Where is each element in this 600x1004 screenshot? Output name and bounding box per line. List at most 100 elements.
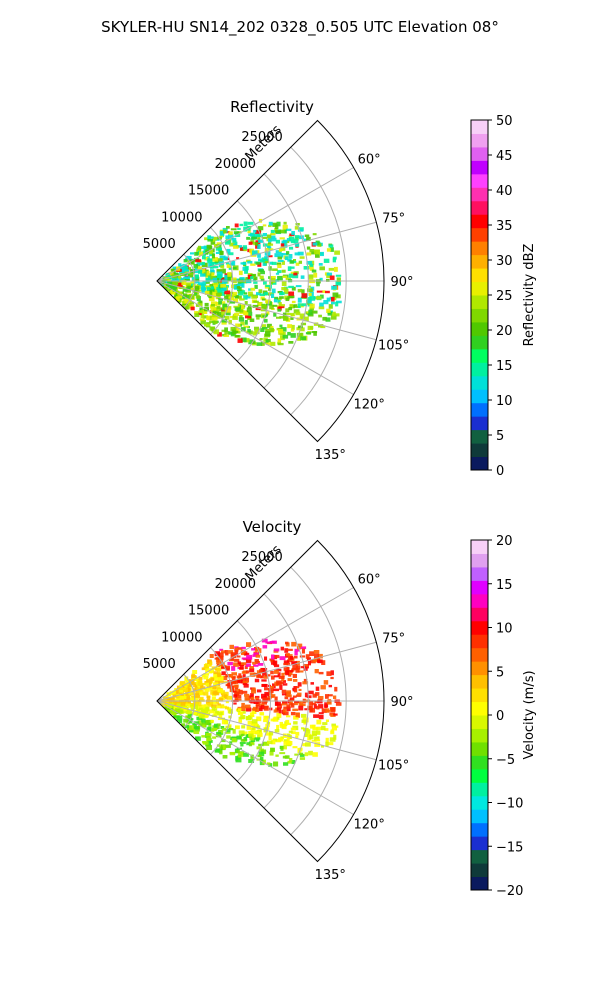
- colorbar-segment: [471, 160, 488, 175]
- colorbar-segment: [471, 701, 488, 716]
- azimuth-tick-label: 120°: [354, 818, 385, 833]
- colorbar-segment: [471, 214, 488, 229]
- colorbar-segment: [471, 768, 488, 783]
- sector-frame: [156, 539, 385, 863]
- colorbar-tick-label: 45: [496, 149, 513, 164]
- colorbar-segment: [471, 863, 488, 878]
- colorbar-segment: [471, 348, 488, 363]
- colorbar-segment: [471, 389, 488, 404]
- reflectivity-panel: Reflectivity 5000 10000 15000 20000 25000 60° 7…: [143, 98, 537, 479]
- azimuth-gridline: [156, 587, 354, 702]
- colorbar-segment: [471, 607, 488, 622]
- colorbar-segment: [471, 566, 488, 581]
- colorbar-segment: [471, 580, 488, 595]
- azimuth-tick-label: 120°: [354, 398, 385, 413]
- colorbar-tick-label: 35: [496, 219, 513, 234]
- colorbar-segment: [471, 173, 488, 188]
- colorbar-label: Reflectivity dBZ: [522, 244, 537, 347]
- colorbar-segment: [471, 402, 488, 417]
- range-tick-label: 15000: [188, 604, 229, 619]
- colorbar-segment: [471, 375, 488, 390]
- colorbar-segment: [471, 849, 488, 864]
- colorbar-tick-label: 20: [496, 324, 513, 339]
- echo-field: [157, 638, 342, 767]
- azimuth-tick-label: 75°: [382, 632, 405, 647]
- colorbar-tick-label: 0: [496, 464, 504, 479]
- range-tick-label: 20000: [215, 157, 256, 172]
- colorbar-tick-label: 15: [496, 359, 513, 374]
- colorbar-segment: [471, 443, 488, 458]
- colorbar: −20 −15 −10 −5 0 5 10 15 20 Velocity (m/s): [470, 534, 537, 899]
- colorbar-segment: [471, 146, 488, 161]
- azimuth-tick-label: 135°: [315, 868, 346, 883]
- range-tick-label: 10000: [161, 630, 202, 645]
- range-tick-label: 25000: [241, 130, 282, 145]
- colorbar-segment: [471, 593, 488, 608]
- colorbar-tick-label: 20: [496, 534, 513, 549]
- colorbar-segment: [471, 688, 488, 703]
- colorbar-segment: [471, 674, 488, 689]
- colorbar-tick-label: 50: [496, 114, 513, 129]
- colorbar-segment: [471, 241, 488, 256]
- azimuth-tick-label: 105°: [378, 338, 409, 353]
- colorbar-tick-label: 0: [496, 709, 504, 724]
- colorbar-segment: [471, 876, 488, 891]
- range-tick-label: 15000: [188, 184, 229, 199]
- colorbar-tick-label: 5: [496, 429, 504, 444]
- azimuth-gridline: [156, 641, 377, 702]
- colorbar-segment: [471, 321, 488, 336]
- colorbar: 0 5 10 15 20 25 30 35 40 45 50 Reflectivity dBZ: [470, 114, 537, 479]
- colorbar-segment: [471, 295, 488, 309]
- colorbar-segment: [471, 429, 488, 444]
- colorbar-segment: [471, 795, 488, 810]
- colorbar-segment: [471, 456, 488, 471]
- azimuth-tick-label: 60°: [358, 573, 381, 588]
- azimuth-tick-label: 105°: [378, 758, 409, 773]
- range-tick-label: 5000: [143, 237, 176, 252]
- colorbar-segment: [471, 200, 488, 215]
- colorbar-segment: [471, 647, 488, 662]
- colorbar-segment: [471, 822, 488, 837]
- colorbar-tick-label: −20: [496, 884, 523, 899]
- colorbar-segment: [471, 728, 488, 743]
- azimuth-tick-label: 90°: [390, 695, 413, 710]
- colorbar-segment: [471, 335, 488, 350]
- colorbar-segment: [471, 540, 488, 554]
- azimuth-tick-label: 135°: [315, 448, 346, 463]
- colorbar-tick-label: −15: [496, 840, 523, 855]
- azimuth-tick-label: 60°: [358, 153, 381, 168]
- range-tick-label: 20000: [215, 577, 256, 592]
- range-tick-label: 10000: [161, 210, 202, 225]
- colorbar-segment: [471, 755, 488, 770]
- colorbar-segment: [471, 281, 488, 296]
- colorbar-segment: [471, 187, 488, 202]
- azimuth-gridline: [156, 221, 377, 282]
- colorbar-segment: [471, 634, 488, 649]
- azimuth-gridline: [156, 280, 377, 341]
- colorbar-segment: [471, 362, 488, 377]
- colorbar-segment: [471, 227, 488, 242]
- colorbar-tick-label: 40: [496, 184, 513, 199]
- colorbar-segment: [471, 782, 488, 797]
- colorbar-tick-label: 5: [496, 665, 504, 680]
- colorbar-tick-label: 10: [496, 622, 513, 637]
- colorbar-segment: [471, 620, 488, 635]
- colorbar-segment: [471, 120, 488, 134]
- range-tick-label: 25000: [241, 550, 282, 565]
- colorbar-segment: [471, 715, 488, 729]
- range-tick-label: 5000: [143, 657, 176, 672]
- azimuth-gridline: [156, 280, 354, 395]
- colorbar-segment: [471, 553, 488, 568]
- velocity-panel: Velocity 5000 10000 15000 20000 25000 60° 75° 90…: [143, 518, 537, 899]
- sector-frame: [156, 119, 385, 443]
- panel-title: Velocity: [243, 518, 302, 536]
- azimuth-gridline: [156, 167, 354, 282]
- colorbar-tick-label: −5: [496, 753, 515, 768]
- colorbar-segment: [471, 268, 488, 283]
- panel-title: Reflectivity: [230, 98, 314, 116]
- colorbar-tick-label: 15: [496, 578, 513, 593]
- colorbar-segment: [471, 133, 488, 148]
- colorbar-label: Velocity (m/s): [522, 670, 537, 759]
